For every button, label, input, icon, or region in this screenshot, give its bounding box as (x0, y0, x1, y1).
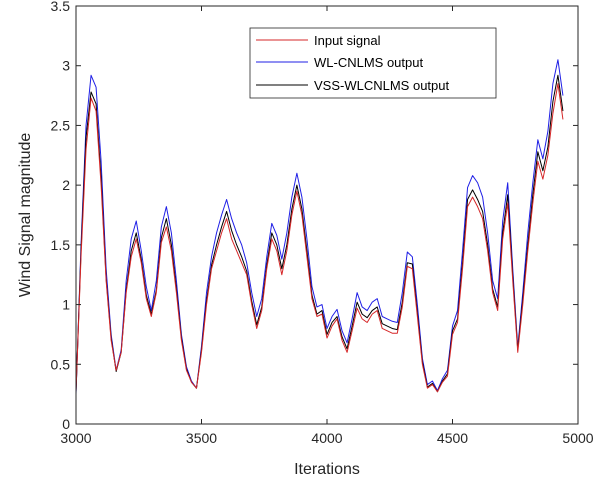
x-tick-label: 4000 (311, 430, 342, 446)
y-tick-label: 1.5 (51, 237, 71, 253)
y-axis-title: Wind Signal magnitude (17, 133, 34, 298)
legend: Input signal WL-CNLMS output VSS-WLCNLMS… (249, 27, 497, 99)
y-tick-label: 1 (62, 297, 70, 313)
axes-box (75, 5, 579, 425)
ticks-layer: 3000 3500 4000 4500 5000 0 0.5 1 1.5 2 2.5 3 3.5 (51, 0, 594, 446)
legend-label-vss-wlcnlms-output: VSS-WLCNLMS output (314, 78, 449, 93)
y-tick-label: 3 (62, 58, 70, 74)
series-layer (76, 59, 564, 395)
x-axis-title: Iterations (294, 461, 360, 478)
y-tick-label: 2 (62, 177, 70, 193)
y-tick-label: 3.5 (51, 0, 71, 14)
series-line-input-signal (76, 83, 564, 393)
x-tick-label: 3000 (60, 430, 91, 446)
series-line-wl-cnlms-output (76, 59, 564, 395)
x-tick-label: 5000 (562, 430, 593, 446)
y-tick-label: 2.5 (51, 117, 71, 133)
legend-label-input-signal: Input signal (314, 33, 381, 48)
x-tick-label: 3500 (186, 430, 217, 446)
x-tick-label: 4500 (437, 430, 468, 446)
legend-label-wl-cnlms-output: WL-CNLMS output (314, 55, 423, 70)
y-tick-label: 0 (62, 416, 70, 432)
y-tick-label: 0.5 (51, 356, 71, 372)
